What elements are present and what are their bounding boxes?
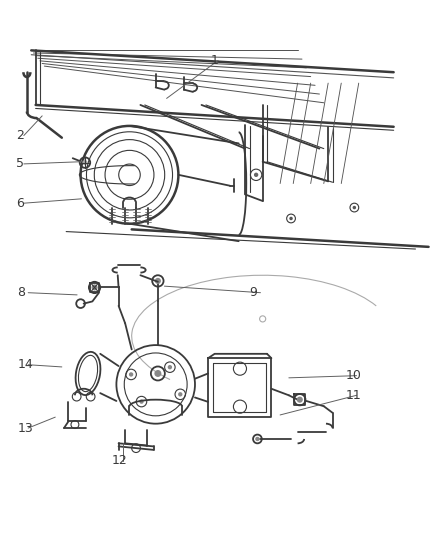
Circle shape (129, 372, 133, 377)
Text: 10: 10 (346, 369, 361, 382)
Text: 8: 8 (17, 286, 25, 299)
Circle shape (353, 206, 356, 209)
Text: 6: 6 (16, 197, 24, 209)
Text: 9: 9 (250, 286, 258, 299)
Text: 5: 5 (16, 157, 24, 171)
Text: 12: 12 (112, 454, 128, 467)
Text: 13: 13 (17, 422, 33, 434)
Text: 11: 11 (346, 389, 361, 402)
Circle shape (154, 370, 161, 377)
Text: 14: 14 (17, 358, 33, 372)
Text: 2: 2 (16, 129, 24, 142)
Circle shape (168, 365, 172, 369)
Circle shape (254, 173, 258, 177)
Circle shape (255, 437, 260, 441)
Circle shape (155, 278, 161, 284)
Circle shape (178, 392, 183, 397)
Text: 1: 1 (210, 54, 218, 67)
Circle shape (289, 217, 293, 220)
Circle shape (82, 160, 88, 165)
Circle shape (92, 285, 98, 290)
Circle shape (297, 397, 303, 403)
Circle shape (139, 399, 144, 404)
